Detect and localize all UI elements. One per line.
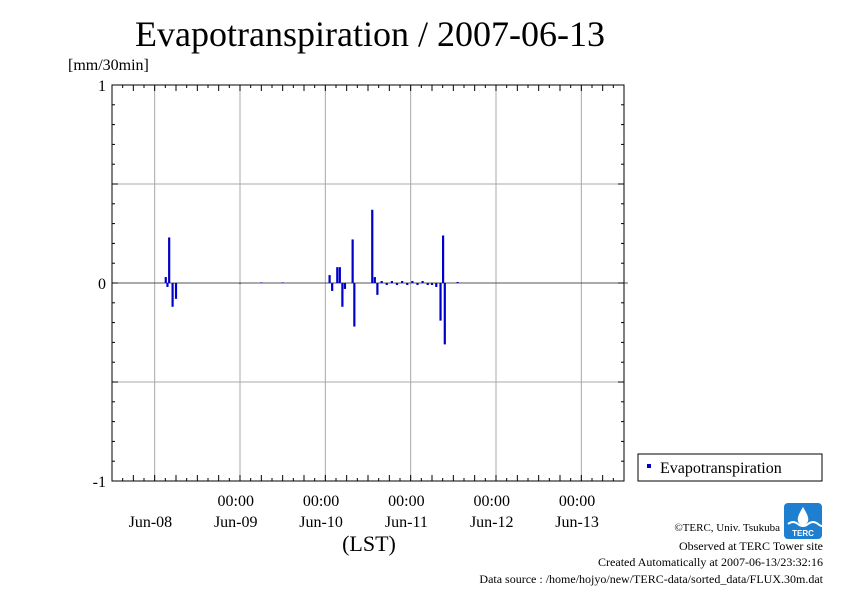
x-tick-date-label: Jun-12 [470,514,514,531]
source-text: Data source : /home/hojyo/new/TERC-data/… [479,572,823,586]
x-tick-time-label: 00:00 [559,493,595,510]
legend-label: Evapotranspiration [660,460,782,477]
x-tick-date-label: Jun-08 [129,514,173,531]
chart-title: Evapotranspiration / 2007-06-13 [135,14,605,54]
plot-area: -1 0 1 Jun-08 00:00 Jun-09 00:00 Jun-10 00:00 Jun… [93,78,628,531]
x-tick-date-label: Jun-10 [299,514,343,531]
terc-logo: TERC [784,503,825,539]
y-tick-label: 1 [98,78,106,95]
x-tick-time-label: 00:00 [303,493,339,510]
x-axis-label: (LST) [342,531,396,556]
x-tick-date-label: Jun-09 [214,514,258,531]
legend-swatch [647,464,651,468]
x-tick-date-label: Jun-13 [555,514,599,531]
x-tick-time-label: 00:00 [474,493,510,510]
copyright-text: ©TERC, Univ. Tsukuba [674,522,780,534]
y-tick-label: -1 [93,474,106,491]
observed-text: Observed at TERC Tower site [679,539,823,553]
y-tick-label: 0 [98,276,106,293]
legend-box [637,453,823,482]
legend: Evapotranspiration [637,453,823,482]
created-text: Created Automatically at 2007-06-13/23:3… [598,555,823,569]
logo-text: TERC [792,529,814,538]
x-tick-time-label: 00:00 [218,493,254,510]
x-tick-date-label: Jun-11 [385,514,428,531]
x-tick-time-label: 00:00 [388,493,424,510]
y-axis-label: [mm/30min] [68,57,149,74]
